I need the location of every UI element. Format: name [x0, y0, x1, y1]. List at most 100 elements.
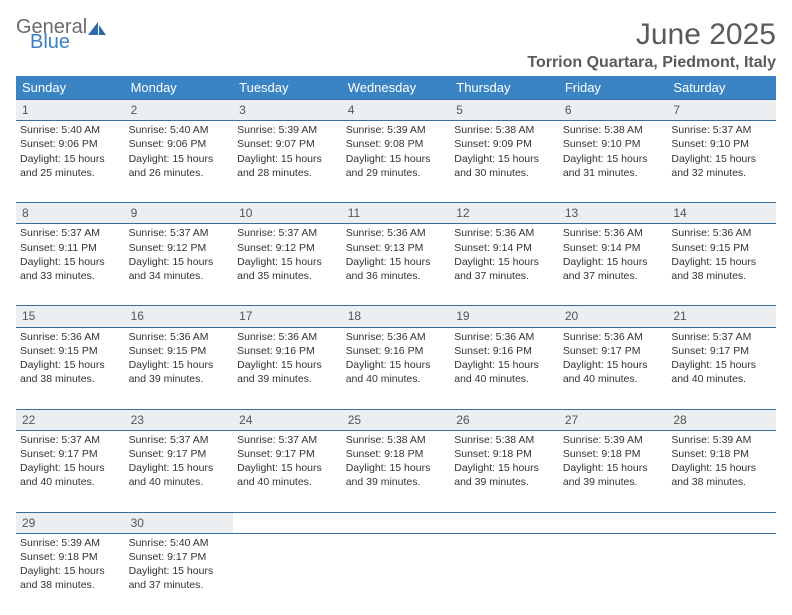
day-number-cell: 20 [559, 306, 668, 327]
daylight-line-2: and 30 minutes. [454, 166, 555, 180]
day-content-cell: Sunrise: 5:37 AMSunset: 9:12 PMDaylight:… [233, 224, 342, 306]
daylight-line-2: and 37 minutes. [563, 269, 664, 283]
day-details: Sunrise: 5:36 AMSunset: 9:14 PMDaylight:… [454, 226, 555, 283]
sunrise-line: Sunrise: 5:39 AM [563, 433, 664, 447]
daylight-line-1: Daylight: 15 hours [129, 461, 230, 475]
day-content-cell: Sunrise: 5:36 AMSunset: 9:16 PMDaylight:… [233, 327, 342, 409]
weekday-header: Saturday [667, 76, 776, 100]
day-details: Sunrise: 5:39 AMSunset: 9:18 PMDaylight:… [671, 433, 772, 490]
day-content-cell: Sunrise: 5:36 AMSunset: 9:15 PMDaylight:… [16, 327, 125, 409]
day-details: Sunrise: 5:39 AMSunset: 9:08 PMDaylight:… [346, 123, 447, 180]
day-content-cell: Sunrise: 5:40 AMSunset: 9:17 PMDaylight:… [125, 533, 234, 615]
daylight-line-1: Daylight: 15 hours [237, 152, 338, 166]
daylight-line-1: Daylight: 15 hours [563, 152, 664, 166]
sunrise-line: Sunrise: 5:39 AM [671, 433, 772, 447]
day-details: Sunrise: 5:36 AMSunset: 9:15 PMDaylight:… [20, 330, 121, 387]
day-number-cell: 2 [125, 100, 234, 121]
daylight-line-2: and 40 minutes. [454, 372, 555, 386]
sunset-line: Sunset: 9:14 PM [563, 241, 664, 255]
day-number-cell: 3 [233, 100, 342, 121]
day-number-cell: 16 [125, 306, 234, 327]
daylight-line-1: Daylight: 15 hours [129, 358, 230, 372]
day-number-cell: 10 [233, 203, 342, 224]
day-content-cell: Sunrise: 5:37 AMSunset: 9:17 PMDaylight:… [667, 327, 776, 409]
sunset-line: Sunset: 9:17 PM [20, 447, 121, 461]
day-details: Sunrise: 5:38 AMSunset: 9:09 PMDaylight:… [454, 123, 555, 180]
daylight-line-2: and 40 minutes. [20, 475, 121, 489]
day-number-cell: 18 [342, 306, 451, 327]
day-details: Sunrise: 5:39 AMSunset: 9:07 PMDaylight:… [237, 123, 338, 180]
day-number-cell: 26 [450, 409, 559, 430]
day-content-cell: Sunrise: 5:38 AMSunset: 9:18 PMDaylight:… [450, 430, 559, 512]
day-number-cell: . [559, 512, 668, 533]
day-details: Sunrise: 5:39 AMSunset: 9:18 PMDaylight:… [563, 433, 664, 490]
sunrise-line: Sunrise: 5:40 AM [129, 536, 230, 550]
day-details: Sunrise: 5:37 AMSunset: 9:12 PMDaylight:… [237, 226, 338, 283]
sunrise-line: Sunrise: 5:36 AM [563, 330, 664, 344]
day-number-cell: 8 [16, 203, 125, 224]
day-number-cell: 23 [125, 409, 234, 430]
daylight-line-2: and 31 minutes. [563, 166, 664, 180]
day-number-cell: 4 [342, 100, 451, 121]
daylight-line-2: and 32 minutes. [671, 166, 772, 180]
day-content-cell: Sunrise: 5:39 AMSunset: 9:18 PMDaylight:… [16, 533, 125, 615]
sunrise-line: Sunrise: 5:36 AM [237, 330, 338, 344]
day-details: Sunrise: 5:40 AMSunset: 9:06 PMDaylight:… [129, 123, 230, 180]
daylight-line-1: Daylight: 15 hours [129, 152, 230, 166]
sunset-line: Sunset: 9:12 PM [237, 241, 338, 255]
daynum-row: 15161718192021 [16, 306, 776, 327]
day-number-cell: 22 [16, 409, 125, 430]
day-details: Sunrise: 5:38 AMSunset: 9:10 PMDaylight:… [563, 123, 664, 180]
day-content-cell: Sunrise: 5:36 AMSunset: 9:17 PMDaylight:… [559, 327, 668, 409]
daylight-line-2: and 39 minutes. [346, 475, 447, 489]
week-row: Sunrise: 5:37 AMSunset: 9:11 PMDaylight:… [16, 224, 776, 306]
daylight-line-2: and 40 minutes. [129, 475, 230, 489]
day-details: Sunrise: 5:37 AMSunset: 9:17 PMDaylight:… [237, 433, 338, 490]
sunrise-line: Sunrise: 5:38 AM [563, 123, 664, 137]
header: General Blue June 2025 Torrion Quartara,… [16, 18, 776, 72]
sunset-line: Sunset: 9:18 PM [20, 550, 121, 564]
sunrise-line: Sunrise: 5:38 AM [346, 433, 447, 447]
page-title: June 2025 [527, 18, 776, 52]
day-number-cell: . [667, 512, 776, 533]
day-content-cell: Sunrise: 5:37 AMSunset: 9:11 PMDaylight:… [16, 224, 125, 306]
daylight-line-2: and 37 minutes. [454, 269, 555, 283]
daylight-line-1: Daylight: 15 hours [20, 255, 121, 269]
daylight-line-1: Daylight: 15 hours [454, 461, 555, 475]
daylight-line-1: Daylight: 15 hours [237, 461, 338, 475]
sunrise-line: Sunrise: 5:36 AM [454, 226, 555, 240]
daylight-line-2: and 25 minutes. [20, 166, 121, 180]
sunset-line: Sunset: 9:18 PM [454, 447, 555, 461]
day-number-cell: 12 [450, 203, 559, 224]
sunset-line: Sunset: 9:10 PM [563, 137, 664, 151]
sunset-line: Sunset: 9:18 PM [563, 447, 664, 461]
calendar-body: 1234567Sunrise: 5:40 AMSunset: 9:06 PMDa… [16, 100, 776, 615]
day-content-cell: Sunrise: 5:37 AMSunset: 9:10 PMDaylight:… [667, 121, 776, 203]
day-content-cell: Sunrise: 5:38 AMSunset: 9:10 PMDaylight:… [559, 121, 668, 203]
sunrise-line: Sunrise: 5:36 AM [454, 330, 555, 344]
week-row: Sunrise: 5:37 AMSunset: 9:17 PMDaylight:… [16, 430, 776, 512]
daylight-line-1: Daylight: 15 hours [346, 255, 447, 269]
title-block: June 2025 Torrion Quartara, Piedmont, It… [527, 18, 776, 72]
sunset-line: Sunset: 9:08 PM [346, 137, 447, 151]
logo-sail-icon [87, 20, 107, 36]
daylight-line-1: Daylight: 15 hours [237, 358, 338, 372]
sunrise-line: Sunrise: 5:37 AM [671, 330, 772, 344]
sunrise-line: Sunrise: 5:37 AM [671, 123, 772, 137]
day-content-cell: Sunrise: 5:37 AMSunset: 9:12 PMDaylight:… [125, 224, 234, 306]
day-content-cell: Sunrise: 5:36 AMSunset: 9:15 PMDaylight:… [125, 327, 234, 409]
day-number-cell: 29 [16, 512, 125, 533]
location-label: Torrion Quartara, Piedmont, Italy [527, 54, 776, 72]
day-content-cell: Sunrise: 5:40 AMSunset: 9:06 PMDaylight:… [16, 121, 125, 203]
daylight-line-1: Daylight: 15 hours [346, 358, 447, 372]
sunset-line: Sunset: 9:17 PM [671, 344, 772, 358]
sunrise-line: Sunrise: 5:38 AM [454, 123, 555, 137]
day-number-cell: . [450, 512, 559, 533]
daynum-row: 22232425262728 [16, 409, 776, 430]
sunset-line: Sunset: 9:07 PM [237, 137, 338, 151]
daylight-line-1: Daylight: 15 hours [129, 564, 230, 578]
sunset-line: Sunset: 9:15 PM [671, 241, 772, 255]
sunset-line: Sunset: 9:18 PM [671, 447, 772, 461]
weekday-header: Sunday [16, 76, 125, 100]
sunset-line: Sunset: 9:16 PM [346, 344, 447, 358]
